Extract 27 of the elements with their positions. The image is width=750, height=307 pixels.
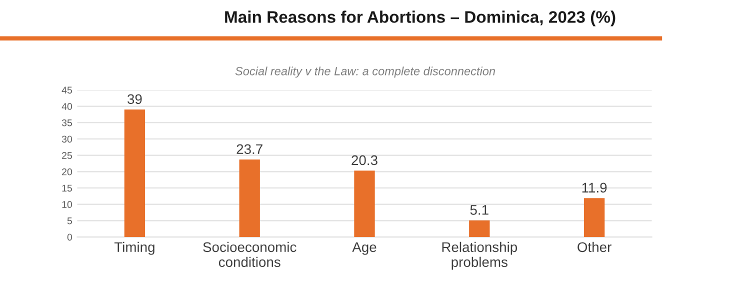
x-tick-label: Other (578, 242, 612, 252)
x-tick-label: Socioeconomic conditions (203, 242, 296, 268)
bar (469, 220, 490, 238)
y-tick-label: 35 (62, 119, 72, 126)
chart-subtitle: Social reality v the Law: a complete disconnection (235, 66, 495, 78)
y-tick-label: 45 (62, 86, 72, 94)
data-label: 5.1 (470, 205, 488, 215)
x-tick-label: Timing (114, 242, 154, 255)
y-tick-label: 20 (62, 168, 72, 176)
x-tick-label: Age (352, 242, 376, 255)
x-tick-label: Relationship problems (442, 242, 518, 270)
y-tick-label: 25 (62, 152, 72, 159)
chart-title: Main Reasons for Abortions – Dominica, 2023 (%) (225, 10, 616, 26)
bar (584, 198, 605, 238)
y-tick-label: 0 (67, 234, 72, 241)
bar (124, 110, 146, 238)
data-label: 39 (128, 94, 142, 104)
y-tick-label: 15 (62, 184, 72, 192)
bar (239, 160, 260, 238)
y-tick-label: 40 (62, 103, 72, 110)
y-tick-label: 10 (62, 201, 72, 208)
data-label: 23.7 (236, 144, 262, 154)
data-label: 20.3 (352, 155, 378, 166)
y-tick-label: 30 (62, 136, 72, 143)
bar (354, 170, 375, 238)
data-label: 11.9 (582, 182, 607, 193)
y-tick-label: 5 (67, 218, 72, 224)
